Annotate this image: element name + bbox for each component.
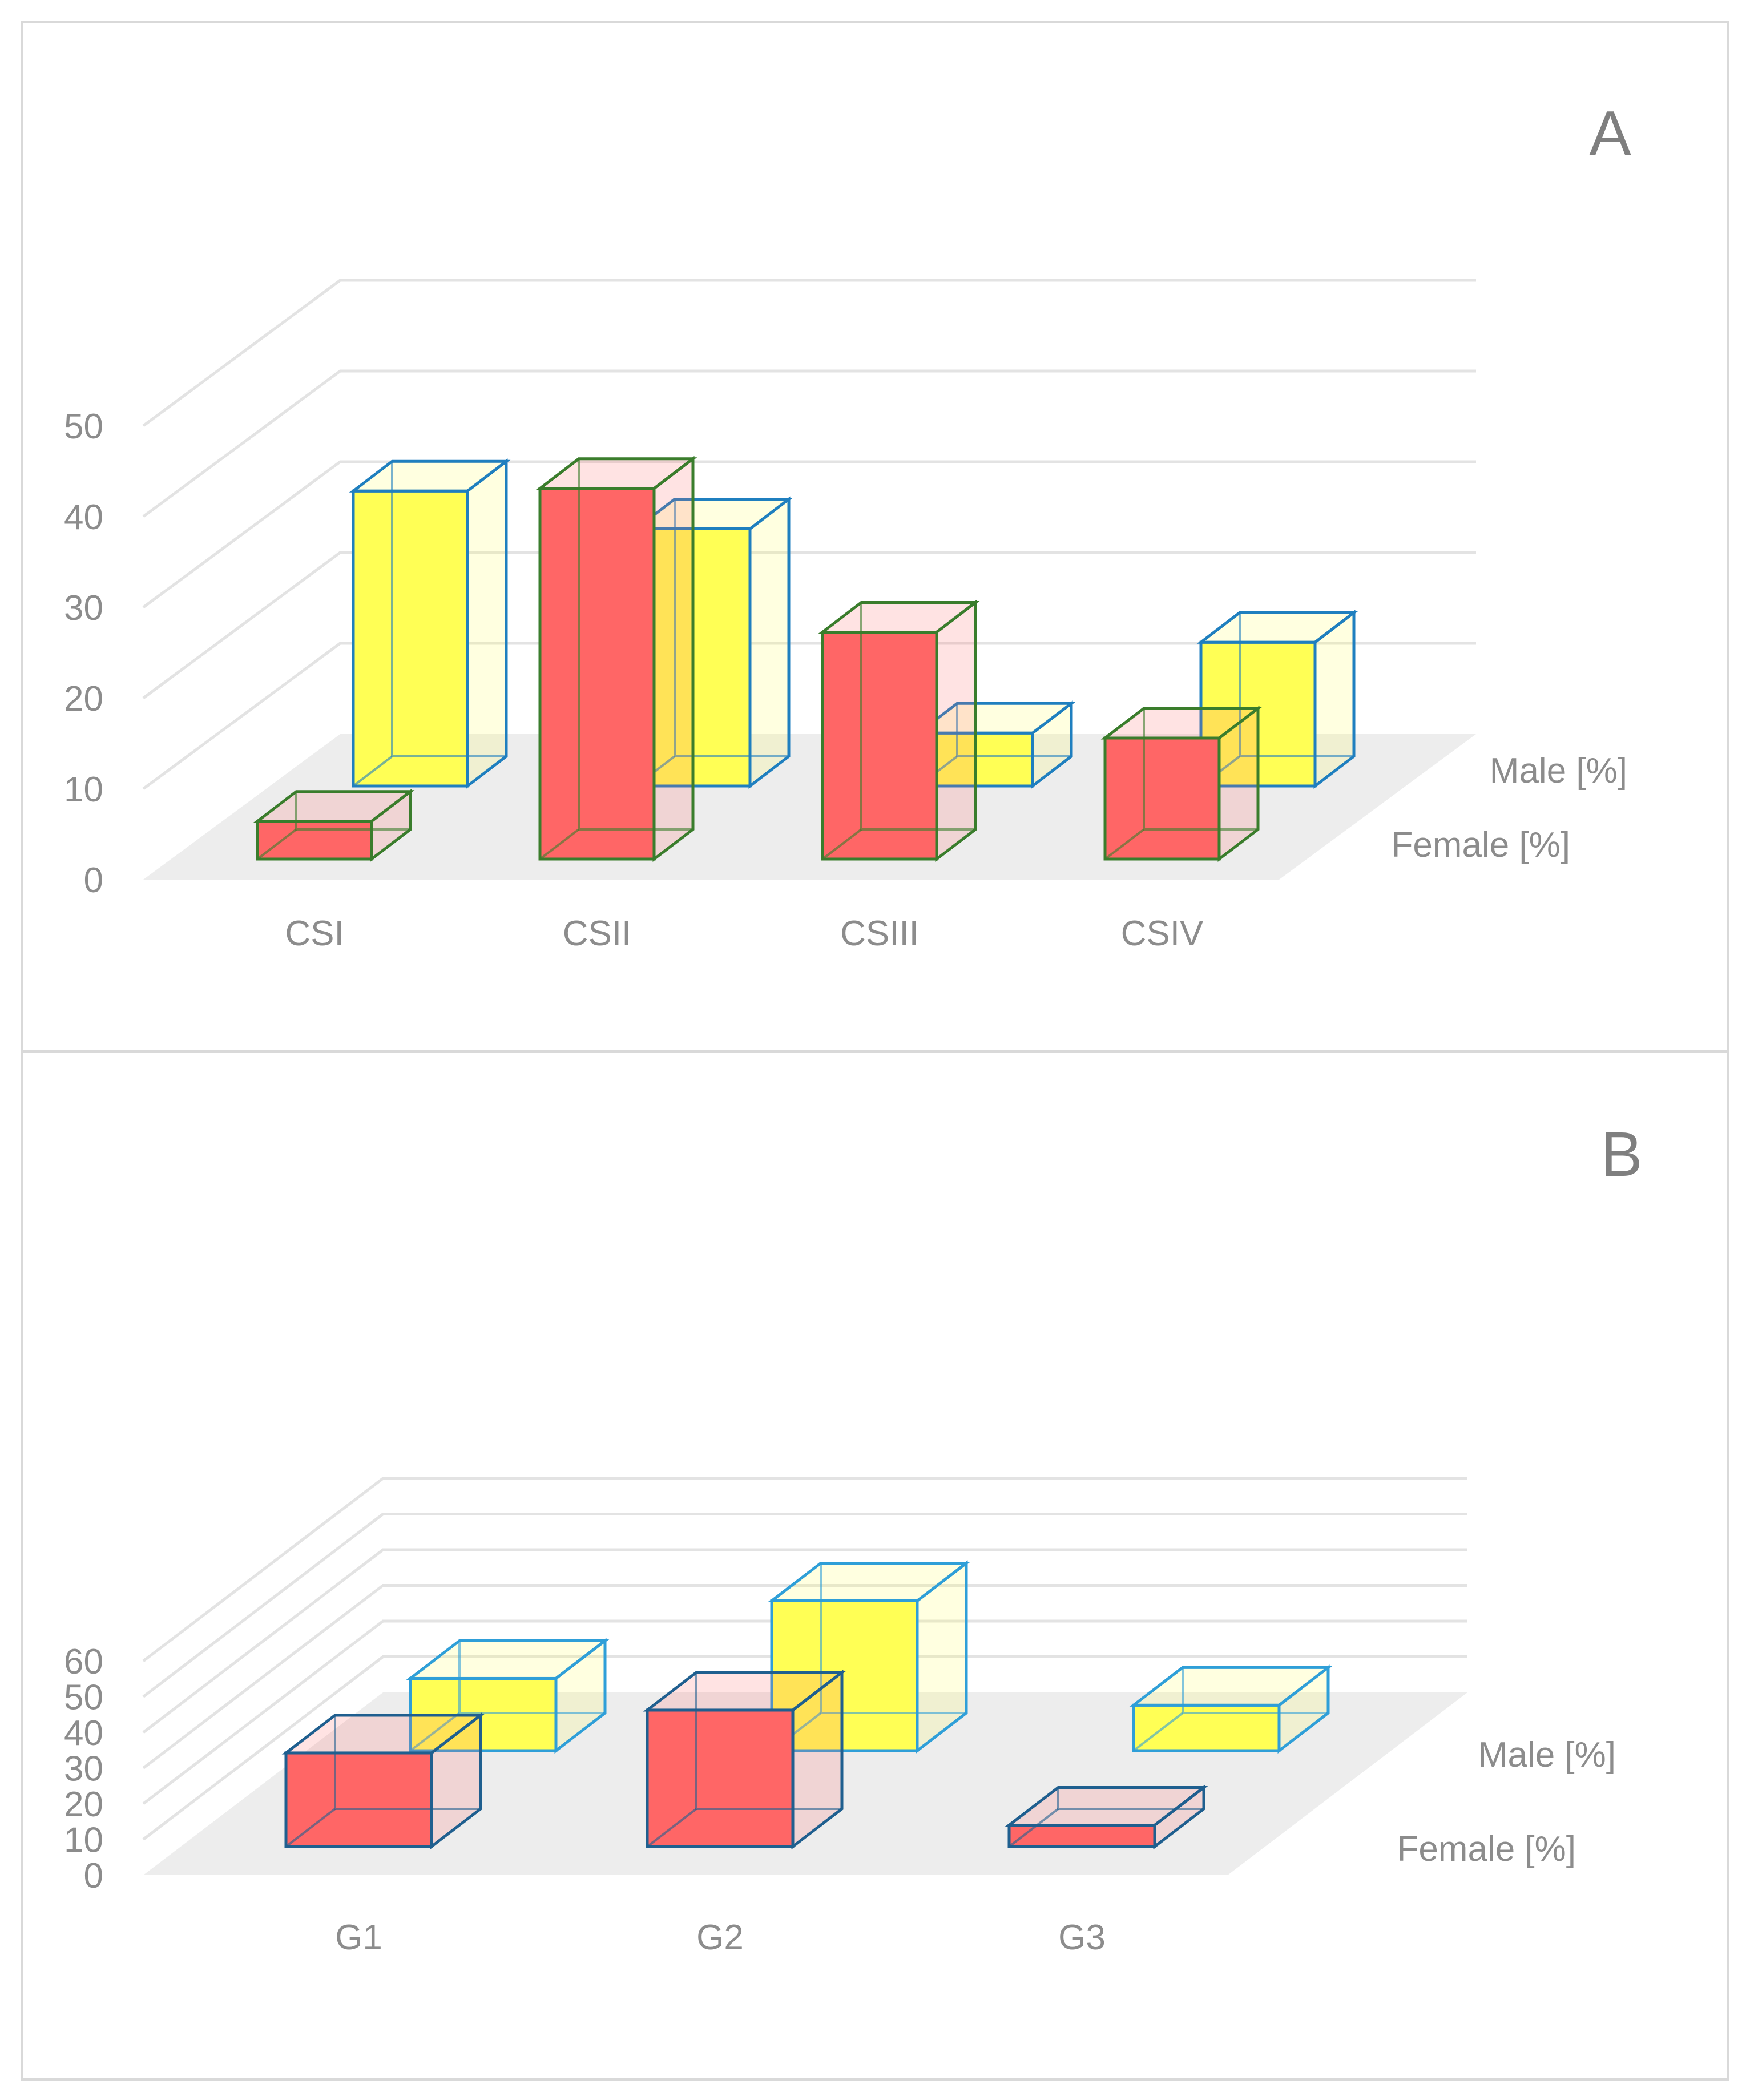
chart-b-ytick-label: 30 (64, 1750, 103, 1789)
chart-panel-a: 0 10 20 30 40 50 CSI CSII CSIII CSIV Male [%] Femal… (21, 21, 1729, 1058)
chart-a-bar-female-CSIV (1100, 705, 1263, 862)
chart-a-bar-female-CSI (253, 788, 415, 862)
chart-a-category-label: CSIII (840, 914, 919, 953)
chart-b-series-label-female: Female [%] (1397, 1829, 1576, 1869)
chart-a-ytick-label: 40 (64, 498, 103, 537)
chart-a-gridline (142, 369, 1476, 518)
chart-a-gridline (142, 551, 1476, 700)
chart-b-ytick-label: 0 (84, 1856, 103, 1896)
chart-a-category-label: CSII (563, 914, 632, 953)
chart-a-ytick-label: 50 (64, 407, 103, 446)
chart-b-ytick-label: 40 (64, 1714, 103, 1753)
chart-panel-b: 0 10 20 30 40 50 60 G1 G2 G3 Male [%] Female [%] B (21, 1050, 1729, 2081)
chart-a-gridline (142, 279, 1476, 428)
chart-b-ytick-label: 10 (64, 1821, 103, 1860)
chart-a-bar-female-CSIII (818, 599, 980, 862)
chart-b-ytick-label: 50 (64, 1678, 103, 1718)
chart-a-ytick-label: 0 (84, 861, 103, 900)
chart-a-series-label-male: Male [%] (1490, 751, 1627, 791)
chart-b-gridline (142, 1477, 1467, 1662)
chart-a-gridline (142, 642, 1476, 791)
chart-b-bar-female-G3 (1005, 1784, 1208, 1850)
chart-b-gridline (142, 1513, 1467, 1698)
chart-b-category-label: G2 (696, 1918, 744, 1957)
chart-b-bar-male-G3 (1129, 1664, 1333, 1754)
chart-b-bar-male-G2 (767, 1560, 971, 1754)
chart-a-gridline (142, 460, 1476, 609)
chart-a-category-label: CSIV (1121, 914, 1204, 953)
chart-b-gridline (142, 1584, 1467, 1770)
chart-a-svg: 0 10 20 30 40 50 CSI CSII CSIII CSIV Male [%] Femal… (64, 98, 1631, 953)
chart-b-category-label: G3 (1058, 1918, 1106, 1957)
chart-b-bar-female-G1 (281, 1712, 485, 1850)
chart-b-panel-label: B (1600, 1119, 1642, 1190)
chart-a-ytick-label: 20 (64, 679, 103, 719)
chart-b-gridline (142, 1619, 1467, 1805)
chart-b-ytick-label: 20 (64, 1785, 103, 1824)
chart-b-gridline (142, 1655, 1467, 1841)
chart-b-gridline (142, 1548, 1467, 1734)
chart-b-ytick-label: 60 (64, 1642, 103, 1682)
chart-a-bar-male-CSI (349, 458, 511, 789)
chart-b-series-label-male: Male [%] (1478, 1735, 1616, 1775)
chart-a-bar-female-CSII (535, 456, 697, 862)
chart-a-category-label: CSI (285, 914, 344, 953)
chart-a-series-label-female: Female [%] (1391, 825, 1570, 865)
chart-a-panel-label: A (1589, 98, 1631, 168)
chart-b-bar-female-G2 (643, 1669, 846, 1850)
chart-a-ytick-label: 30 (64, 589, 103, 628)
chart-b-category-label: G1 (335, 1918, 382, 1957)
chart-a-ytick-label: 10 (64, 770, 103, 809)
